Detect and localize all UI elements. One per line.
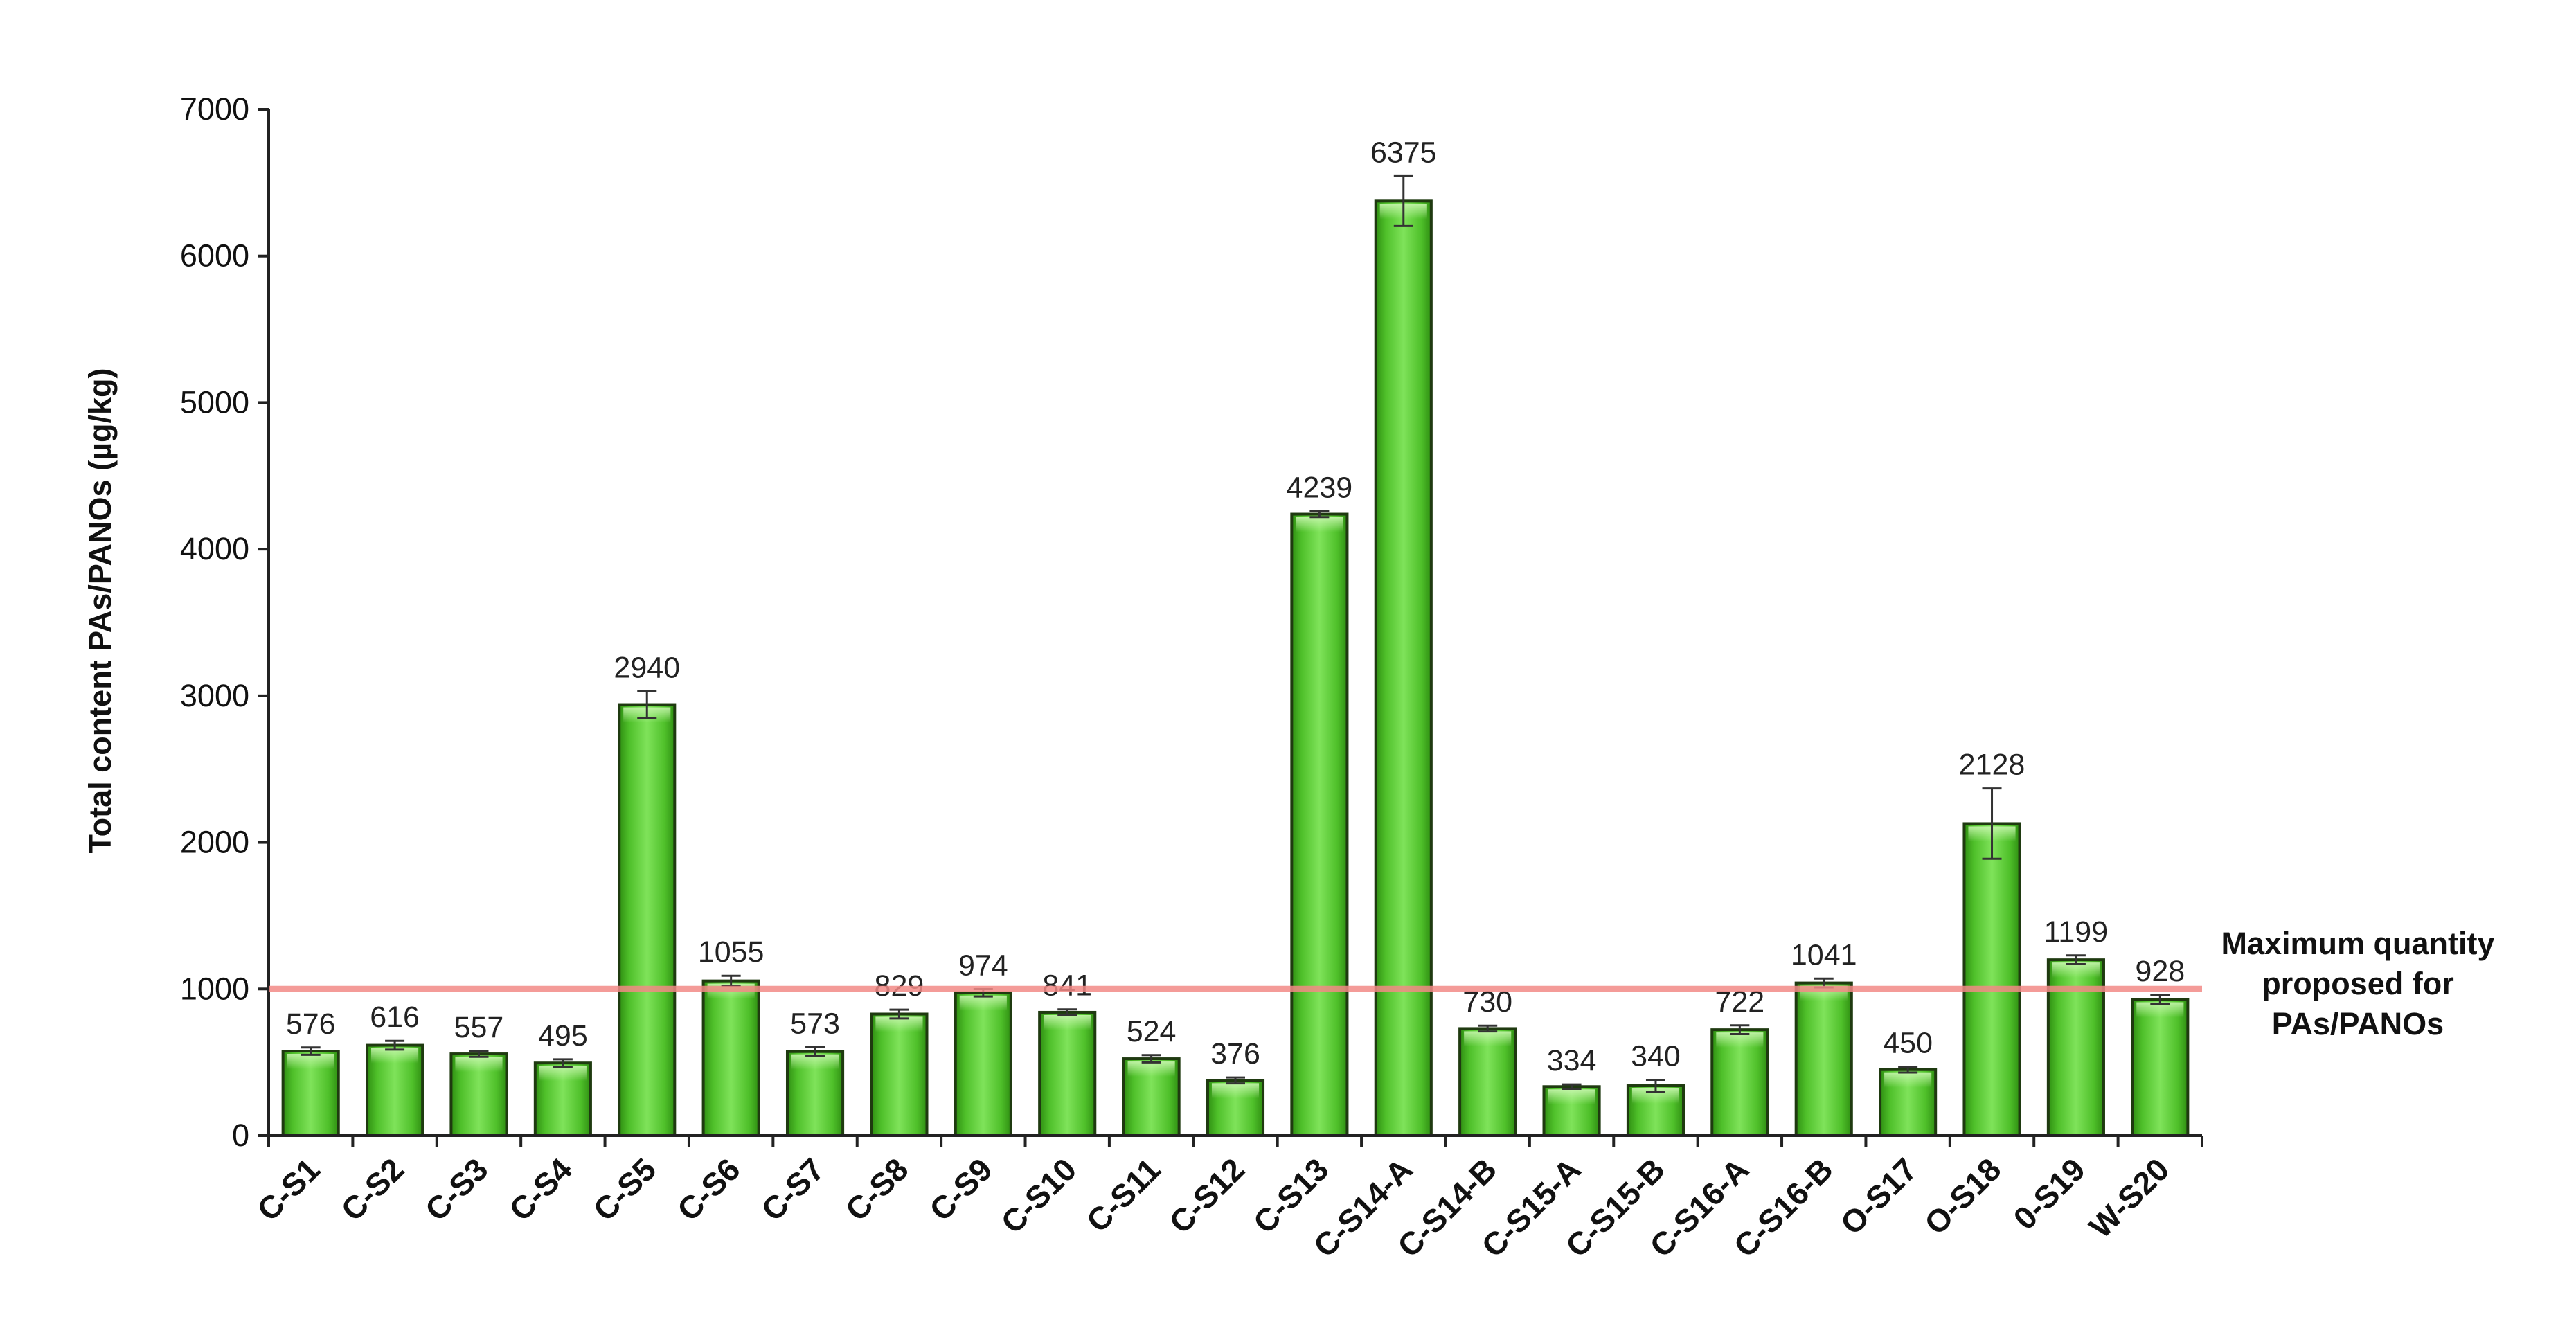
x-axis: C-S1 C-S2 C-S3 C-S4 C-S5 C-S6 C-S7 C-S8 C-S9C-S1… (250, 1134, 2203, 1264)
x-tick-label: C-S5 (586, 1151, 663, 1228)
bar-highlight (2136, 1002, 2184, 1018)
bar-highlight (1296, 517, 1343, 532)
bar (701, 979, 760, 1138)
data-label: 573 (790, 1007, 840, 1040)
data-label: 974 (958, 949, 1008, 982)
y-axis-title: Total content PAs/PANOs (µg/kg) (82, 368, 118, 854)
bar (870, 1012, 929, 1138)
bar-highlight (371, 1048, 419, 1064)
bar-highlight (1044, 1014, 1091, 1030)
x-tick-label: 0-S19 (2006, 1151, 2092, 1237)
x-tick-label: C-S7 (754, 1151, 831, 1228)
y-tick-label: 7000 (180, 91, 249, 127)
bars-group: 5766165574952940105557382997484152437642… (281, 136, 2190, 1138)
x-tick-label: C-S3 (418, 1151, 495, 1228)
data-label: 576 (286, 1007, 336, 1041)
bar-highlight (1464, 1031, 1512, 1047)
y-tick-label: 1000 (180, 971, 249, 1006)
y-tick-label: 4000 (180, 531, 249, 566)
data-label: 524 (1127, 1015, 1177, 1048)
bar-highlight (875, 1016, 923, 1032)
bar (2131, 998, 2190, 1138)
x-tick-label: C-S1 (250, 1151, 327, 1228)
y-tick-label: 2000 (180, 825, 249, 860)
x-tick-label: O-S17 (1833, 1151, 1924, 1242)
data-label: 1199 (2044, 915, 2108, 949)
y-tick-label: 0 (232, 1118, 249, 1153)
x-tick-label: C-S4 (502, 1151, 579, 1228)
bar-highlight (1716, 1032, 1764, 1048)
x-tick-label: C-S2 (334, 1151, 411, 1228)
y-tick-label: 3000 (180, 678, 249, 713)
bar-highlight (2052, 962, 2100, 978)
x-tick-label: C-S6 (670, 1151, 747, 1228)
bar-highlight (1548, 1089, 1595, 1105)
x-tick-label: C-S9 (922, 1151, 999, 1228)
x-tick-label: C-S11 (1079, 1151, 1167, 1239)
data-label: 557 (454, 1011, 504, 1044)
data-label: 2128 (1959, 749, 2025, 782)
bar-highlight (455, 1057, 503, 1073)
bar-highlight (287, 1054, 334, 1070)
x-tick-label: C-S12 (1162, 1151, 1251, 1240)
reference-line-label: Maximum quantity proposed for PAs/PANOs (2221, 926, 2494, 1041)
bar-highlight (1884, 1072, 1932, 1088)
bar-highlight (959, 995, 1007, 1011)
bar (618, 703, 677, 1137)
bar-highlight (1127, 1061, 1175, 1077)
reference-line-label-line: proposed for (2262, 966, 2454, 1001)
y-tick-label: 6000 (180, 238, 249, 274)
data-label: 1055 (698, 935, 764, 969)
bar (954, 991, 1012, 1137)
bar-highlight (539, 1066, 587, 1082)
x-tick-label: O-S18 (1917, 1151, 2008, 1242)
y-axis: 0 1000 2000 3000 4000 5000 6000 7000 (180, 91, 270, 1153)
bar (1794, 981, 1853, 1138)
bar (1038, 1010, 1097, 1137)
data-label: 6375 (1370, 136, 1437, 169)
bar-highlight (1211, 1083, 1260, 1099)
data-label: 495 (538, 1019, 588, 1052)
data-label: 4239 (1287, 471, 1353, 504)
bar (1374, 199, 1433, 1138)
bar-highlight (791, 1054, 839, 1070)
data-label: 376 (1210, 1037, 1260, 1070)
x-tick-label: C-S10 (994, 1151, 1083, 1240)
data-label: 2940 (614, 652, 680, 685)
data-label: 340 (1631, 1040, 1681, 1073)
bar (1290, 512, 1349, 1137)
reference-line-group: Maximum quantity proposed for PAs/PANOs (269, 926, 2495, 1041)
reference-line-label-line: PAs/PANOs (2272, 1006, 2444, 1041)
data-label: 841 (1042, 969, 1092, 1003)
data-label: 334 (1547, 1044, 1597, 1077)
data-label: 928 (2135, 955, 2185, 988)
bar-highlight (1631, 1088, 1680, 1104)
x-tick-label: W-S20 (2082, 1151, 2176, 1245)
data-label: 616 (370, 1001, 420, 1034)
x-tick-label: C-S8 (839, 1151, 915, 1228)
reference-line-label-line: Maximum quantity (2221, 926, 2494, 961)
data-label: 450 (1883, 1026, 1933, 1059)
data-label: 1041 (1791, 938, 1857, 971)
y-tick-label: 5000 (180, 384, 249, 420)
bar (1962, 822, 2021, 1138)
